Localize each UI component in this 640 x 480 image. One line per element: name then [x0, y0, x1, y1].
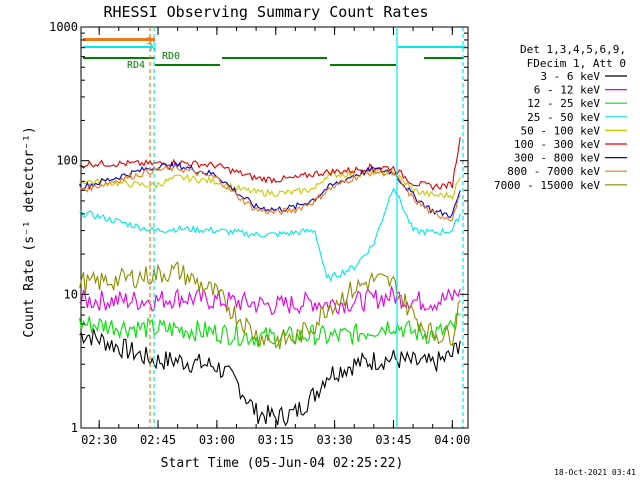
- flag-bar-rd-4: [330, 64, 396, 66]
- series-line-1: [79, 328, 461, 427]
- series-layer: [79, 137, 461, 427]
- flag-bar-rd-5: [424, 57, 464, 59]
- legend-entry-label: 25 - 50 keV: [527, 111, 600, 124]
- y-tick-label: 10: [64, 287, 78, 301]
- series-line-8: [79, 164, 461, 222]
- y-axis-label: Count Rate (s⁻¹ detector⁻¹): [22, 126, 37, 337]
- legend-entry-label: 800 - 7000 keV: [507, 165, 600, 178]
- x-tick-label: 02:45: [140, 433, 176, 447]
- y-tick-label: 1000: [49, 20, 78, 34]
- x-tick-label: 04:00: [434, 433, 470, 447]
- axes-layer: 1 10 100 1000 02:30 02:45 03:00 03:15 03:30 03:45…: [49, 20, 470, 447]
- series-line-5: [79, 167, 461, 200]
- legend-entry-label: 12 - 25 keV: [527, 97, 600, 110]
- y-tick-label: 100: [56, 154, 78, 168]
- x-tick-label: 03:45: [375, 433, 411, 447]
- plot-area: [80, 26, 469, 429]
- legend-header-line: FDecim 1, Att 0: [527, 57, 626, 70]
- flag-bar-s: [83, 38, 155, 41]
- x-axis-label: Start Time (05-Jun-04 02:25:22): [161, 456, 404, 471]
- flag-label-rd0: RD0: [162, 51, 180, 62]
- timestamp: 18-Oct-2021 03:41: [554, 468, 636, 477]
- flag-label-n: N: [150, 43, 156, 54]
- flag-label-rd4: RD4: [127, 60, 145, 71]
- flag-bar-n: [83, 46, 153, 48]
- x-tick-label: 03:15: [258, 433, 294, 447]
- legend-entry-label: 300 - 800 keV: [514, 152, 600, 165]
- y-tick-label: 1: [71, 421, 78, 435]
- legend: Det 1,3,4,5,6,9,FDecim 1, Att 03 - 6 keV…: [494, 43, 627, 192]
- legend-entry-label: 7000 - 15000 keV: [494, 179, 600, 192]
- series-line-2: [79, 286, 461, 316]
- legend-entry-label: 100 - 300 keV: [514, 138, 600, 151]
- flag-bar-rd-2: [155, 64, 220, 66]
- plot-frame: [80, 26, 469, 429]
- flag-bar-rd-3: [222, 57, 327, 59]
- legend-header-line: Det 1,3,4,5,6,9,: [520, 43, 626, 56]
- x-tick-label: 02:30: [81, 433, 117, 447]
- series-line-3: [79, 313, 461, 349]
- legend-entry-label: 6 - 12 keV: [534, 84, 601, 97]
- x-tick-label: 03:00: [199, 433, 235, 447]
- flags-layer: SN RD0 RD4: [83, 27, 466, 428]
- legend-entry-label: 3 - 6 keV: [540, 70, 600, 83]
- flag-bar-rd-1: [83, 57, 155, 59]
- flag-label-s: S: [146, 36, 152, 47]
- flag-bar-n-late: [398, 46, 466, 48]
- chart-title: RHESSI Observing Summary Count Rates: [103, 3, 428, 21]
- x-tick-label: 03:30: [317, 433, 353, 447]
- legend-entry-label: 50 - 100 keV: [521, 124, 601, 137]
- series-line-4: [79, 187, 461, 283]
